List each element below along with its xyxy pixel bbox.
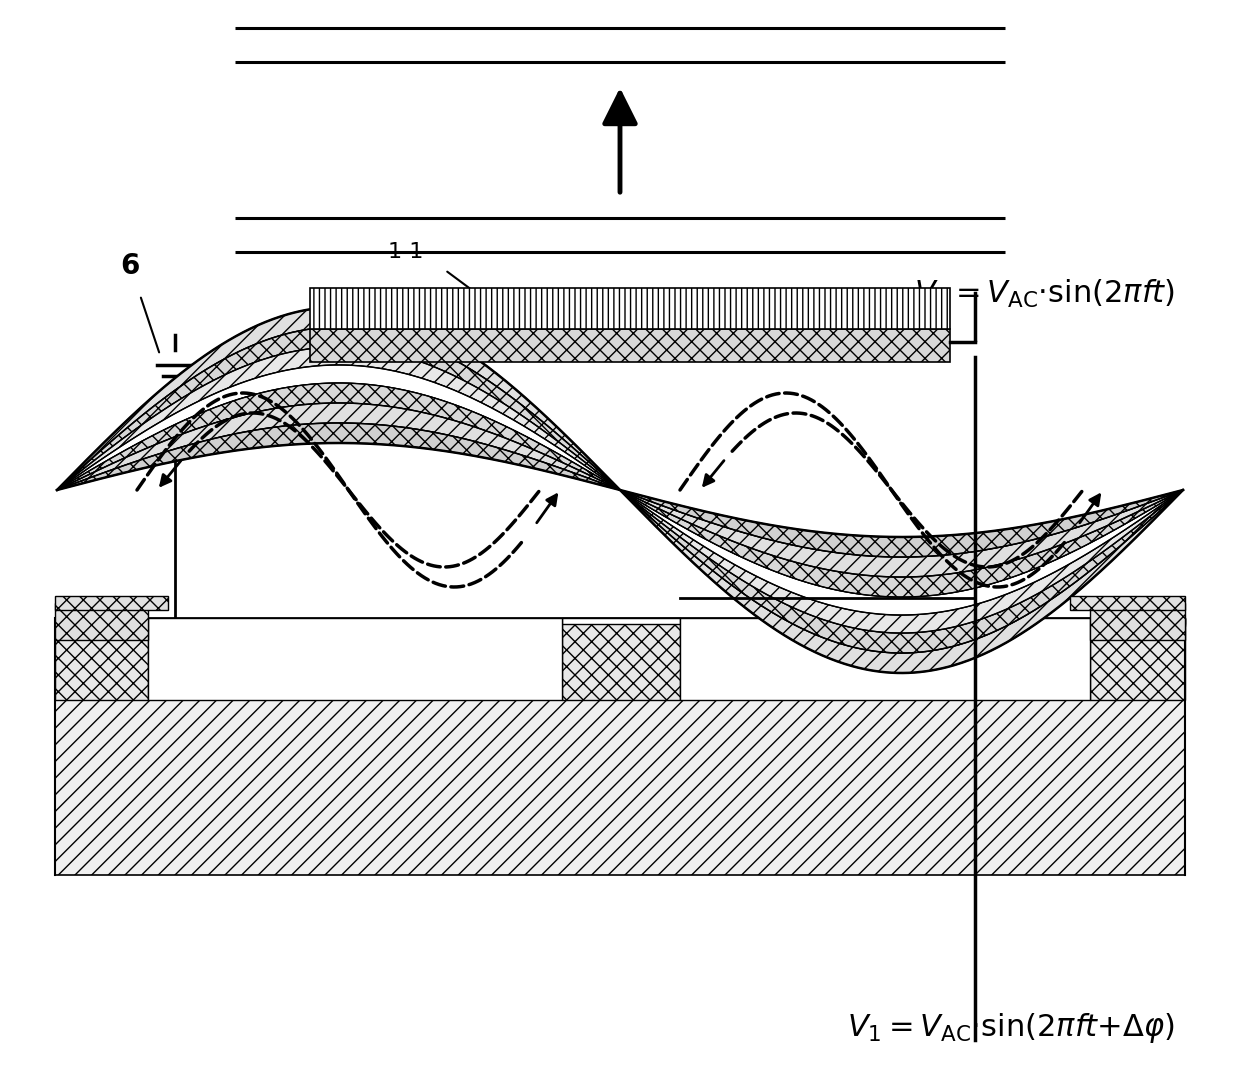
- Bar: [1090, 618, 1184, 624]
- Bar: [310, 328, 950, 362]
- Text: 6: 6: [120, 252, 139, 280]
- Bar: [55, 597, 169, 610]
- Bar: [55, 618, 1184, 876]
- Bar: [1090, 603, 1184, 640]
- Polygon shape: [57, 307, 1183, 673]
- Text: 1-1: 1-1: [388, 242, 425, 262]
- Text: $V_2{=}V_{\mathrm{AC}}{\cdot}\sin(2\pi ft)$: $V_2{=}V_{\mathrm{AC}}{\cdot}\sin(2\pi f…: [914, 278, 1175, 310]
- Bar: [55, 603, 147, 640]
- Bar: [55, 618, 1184, 626]
- Bar: [55, 618, 147, 624]
- Text: $V_1{=}V_{\mathrm{AC}}{\cdot}\sin(2\pi ft{+}\Delta\varphi)$: $V_1{=}V_{\mathrm{AC}}{\cdot}\sin(2\pi f…: [847, 1011, 1175, 1045]
- Bar: [1090, 618, 1184, 700]
- Bar: [1070, 597, 1184, 610]
- Bar: [310, 288, 950, 328]
- Polygon shape: [57, 403, 1183, 577]
- Polygon shape: [57, 365, 1183, 615]
- Bar: [680, 618, 1090, 700]
- Polygon shape: [57, 347, 1183, 633]
- Bar: [563, 618, 680, 624]
- Polygon shape: [57, 383, 1183, 597]
- Polygon shape: [57, 327, 1183, 653]
- Bar: [55, 618, 147, 700]
- Bar: [563, 618, 680, 700]
- Polygon shape: [57, 423, 1183, 557]
- Bar: [147, 618, 563, 700]
